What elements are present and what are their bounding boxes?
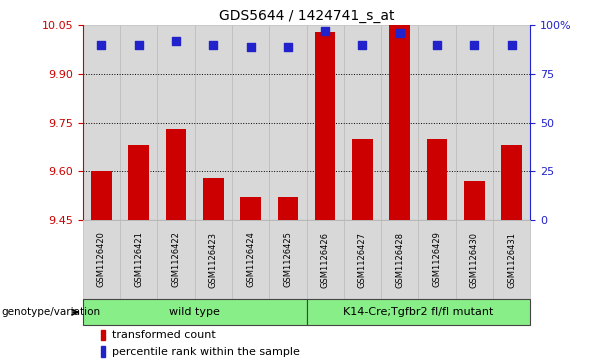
Text: GSM1126429: GSM1126429 (433, 232, 441, 287)
FancyBboxPatch shape (269, 25, 306, 220)
FancyBboxPatch shape (269, 220, 306, 299)
FancyBboxPatch shape (306, 299, 530, 325)
FancyBboxPatch shape (306, 220, 344, 299)
Point (171, 38, 181, 44)
Bar (501, 145, 522, 220)
Bar (129, 145, 149, 220)
Text: GSM1126421: GSM1126421 (134, 232, 143, 287)
Text: GSM1126424: GSM1126424 (246, 232, 255, 287)
FancyBboxPatch shape (83, 220, 120, 299)
Point (283, 44, 293, 50)
Text: wild type: wild type (169, 307, 220, 317)
Point (246, 44, 256, 50)
FancyBboxPatch shape (344, 220, 381, 299)
FancyBboxPatch shape (195, 220, 232, 299)
FancyBboxPatch shape (419, 25, 455, 220)
Text: GSM1126427: GSM1126427 (358, 232, 367, 287)
Bar (166, 129, 186, 220)
Text: GSM1126425: GSM1126425 (283, 232, 292, 287)
FancyBboxPatch shape (455, 25, 493, 220)
Text: K14-Cre;Tgfbr2 fl/fl mutant: K14-Cre;Tgfbr2 fl/fl mutant (343, 307, 493, 317)
Bar (464, 181, 484, 220)
Bar (352, 139, 373, 220)
FancyBboxPatch shape (455, 220, 493, 299)
Bar (240, 197, 261, 220)
Point (96, 42, 106, 48)
FancyBboxPatch shape (344, 25, 381, 220)
FancyBboxPatch shape (158, 25, 195, 220)
Bar (427, 139, 447, 220)
Bar (203, 178, 224, 220)
Text: GSM1126430: GSM1126430 (470, 232, 479, 287)
FancyBboxPatch shape (83, 299, 306, 325)
Point (432, 42, 442, 48)
Text: GSM1126426: GSM1126426 (321, 232, 330, 287)
Bar (315, 32, 335, 220)
FancyBboxPatch shape (306, 25, 344, 220)
FancyBboxPatch shape (158, 220, 195, 299)
Text: GSM1126428: GSM1126428 (395, 232, 404, 287)
FancyBboxPatch shape (195, 25, 232, 220)
FancyBboxPatch shape (232, 220, 269, 299)
Bar (389, 25, 410, 220)
FancyBboxPatch shape (83, 25, 120, 220)
FancyBboxPatch shape (381, 25, 419, 220)
Point (357, 42, 367, 48)
FancyBboxPatch shape (493, 220, 530, 299)
Text: GSM1126431: GSM1126431 (507, 232, 516, 287)
FancyBboxPatch shape (232, 25, 269, 220)
Bar (101, 330, 105, 340)
Text: percentile rank within the sample: percentile rank within the sample (112, 347, 300, 356)
Point (470, 42, 479, 48)
FancyBboxPatch shape (418, 220, 455, 299)
Bar (91, 171, 112, 220)
Text: GSM1126422: GSM1126422 (172, 232, 180, 287)
Bar (278, 197, 298, 220)
Point (208, 42, 218, 48)
FancyBboxPatch shape (120, 25, 158, 220)
Text: GDS5644 / 1424741_s_at: GDS5644 / 1424741_s_at (219, 9, 394, 23)
Point (320, 28, 330, 34)
Text: GSM1126423: GSM1126423 (209, 232, 218, 287)
Text: GSM1126420: GSM1126420 (97, 232, 106, 287)
Text: transformed count: transformed count (112, 330, 216, 340)
FancyBboxPatch shape (493, 25, 530, 220)
FancyBboxPatch shape (120, 220, 158, 299)
Bar (101, 346, 105, 357)
Point (507, 42, 517, 48)
FancyBboxPatch shape (381, 220, 418, 299)
Point (395, 30, 405, 36)
Point (134, 42, 143, 48)
Text: genotype/variation: genotype/variation (1, 307, 101, 317)
